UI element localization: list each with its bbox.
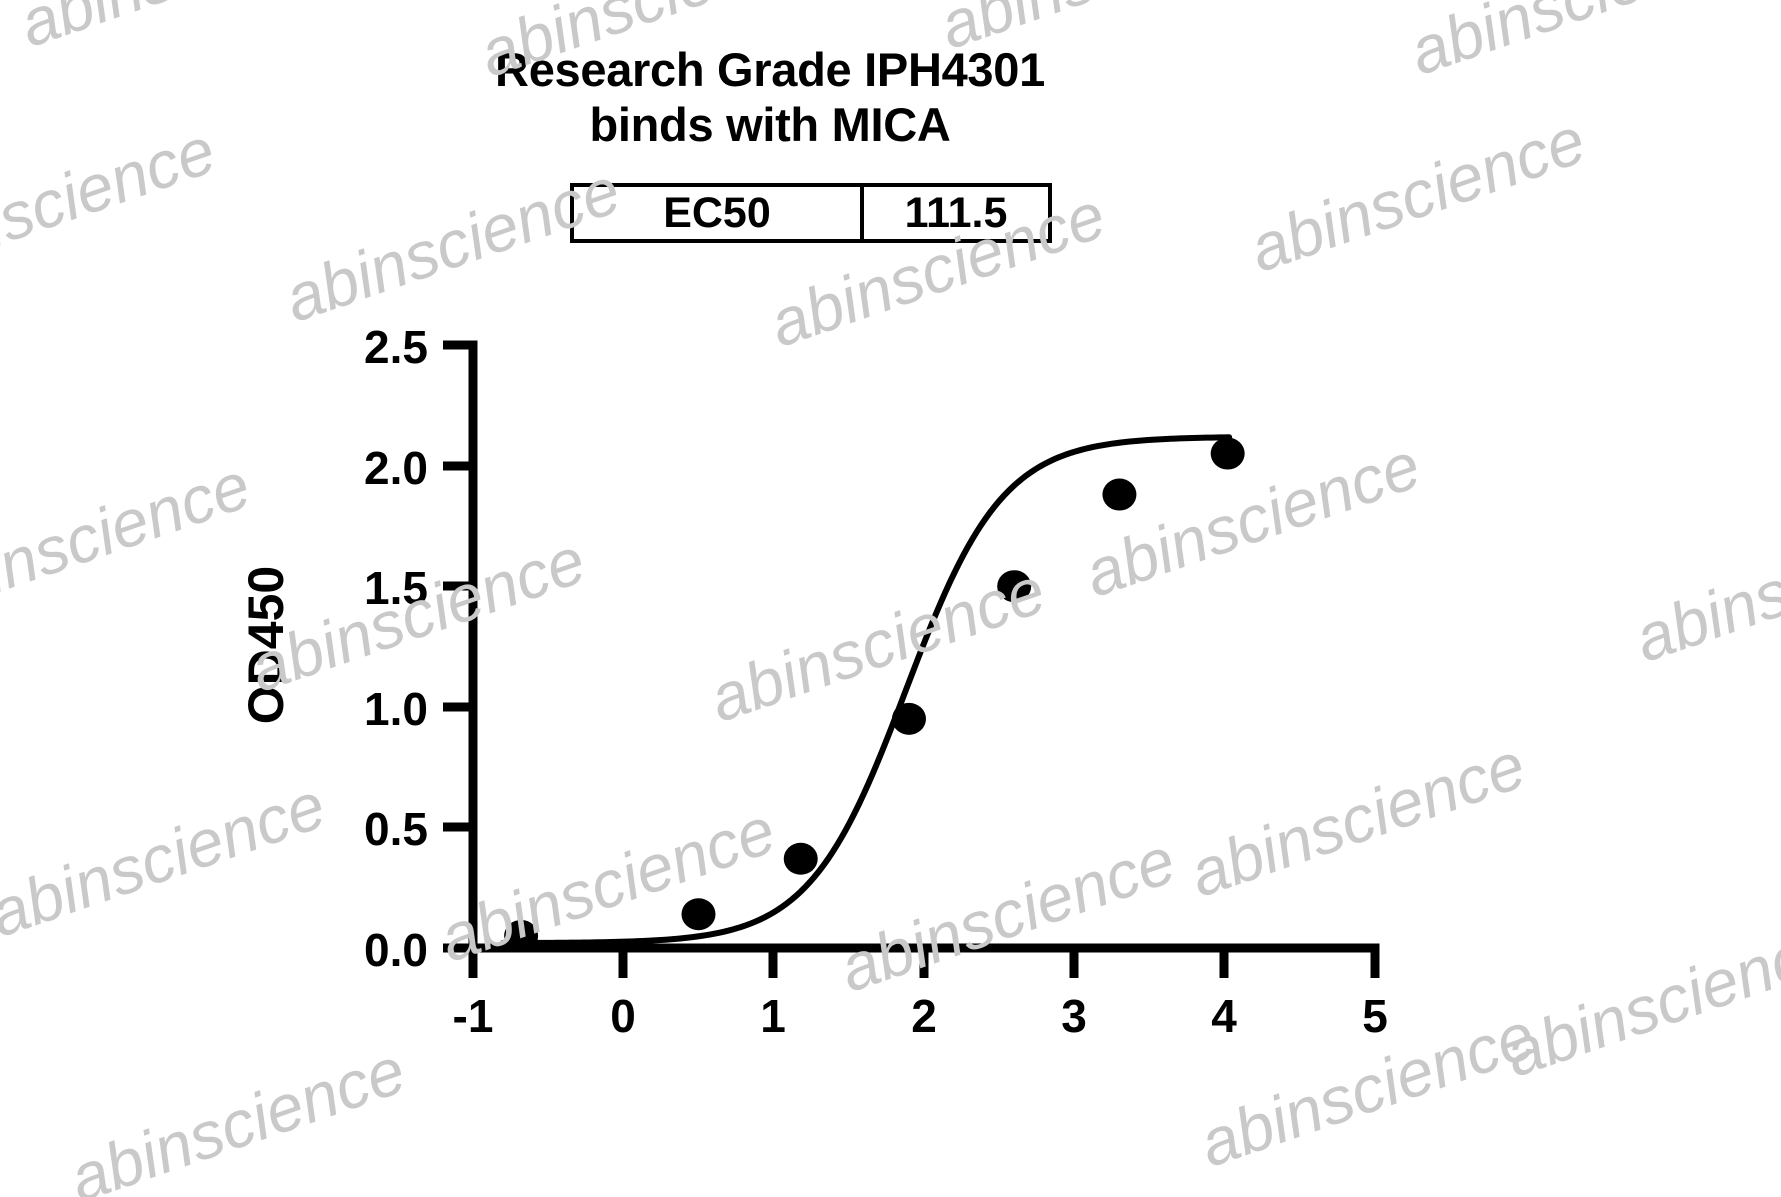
data-point-group bbox=[504, 437, 1245, 952]
data-point bbox=[891, 702, 926, 735]
chart-title-line-1: Research Grade IPH4301 bbox=[495, 43, 1045, 96]
data-point bbox=[783, 842, 818, 875]
ec50-value-cell: 111.5 bbox=[904, 188, 1008, 237]
data-point bbox=[1102, 478, 1137, 511]
x-tick-label-3: 3 bbox=[1061, 990, 1087, 1042]
y-tick-label-2-5: 2.5 bbox=[364, 321, 428, 373]
ec50-table: EC50 111.5 bbox=[570, 183, 1052, 243]
data-point bbox=[997, 570, 1032, 603]
y-axis-ticks bbox=[443, 340, 473, 953]
plot-area: 2.5 2.0 1.5 1.0 0.5 0.0 OD450 - bbox=[238, 321, 1388, 1042]
y-axis-tick-labels: 2.5 2.0 1.5 1.0 0.5 0.0 bbox=[364, 321, 428, 976]
y-tick-label-1-0: 1.0 bbox=[364, 683, 428, 735]
chart-title-line-2: binds with MICA bbox=[589, 98, 951, 152]
x-axis-tick-labels: -1 0 1 2 3 4 5 bbox=[453, 990, 1388, 1042]
x-tick-label-neg1: -1 bbox=[453, 990, 494, 1042]
y-tick-label-2-0: 2.0 bbox=[364, 442, 428, 494]
data-point bbox=[1210, 437, 1245, 470]
data-point bbox=[504, 919, 539, 952]
x-tick-label-0: 0 bbox=[610, 990, 636, 1042]
y-axis-title: OD450 bbox=[238, 566, 294, 724]
dose-response-plot: 2.5 2.0 1.5 1.0 0.5 0.0 OD450 - bbox=[238, 321, 1388, 1042]
x-tick-label-1: 1 bbox=[760, 990, 786, 1042]
x-tick-label-5: 5 bbox=[1362, 990, 1388, 1042]
x-axis-ticks bbox=[468, 948, 1380, 978]
y-tick-label-1-5: 1.5 bbox=[364, 562, 428, 614]
x-tick-label-4: 4 bbox=[1211, 990, 1237, 1042]
fit-curve bbox=[500, 434, 1233, 947]
chart-title: Research Grade IPH4301 binds with MICA bbox=[0, 42, 1540, 153]
x-tick-label-2: 2 bbox=[911, 990, 937, 1042]
data-point bbox=[681, 898, 716, 931]
y-tick-label-0-0: 0.0 bbox=[364, 924, 428, 976]
y-tick-label-0-5: 0.5 bbox=[364, 803, 428, 855]
ec50-label-cell: EC50 bbox=[574, 187, 864, 239]
